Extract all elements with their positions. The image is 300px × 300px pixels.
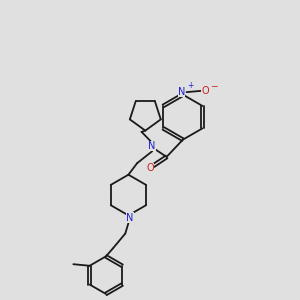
Text: N: N — [178, 87, 185, 97]
Text: O: O — [202, 86, 209, 96]
Text: N: N — [126, 213, 134, 223]
Text: O: O — [146, 163, 154, 173]
Text: −: − — [210, 81, 218, 90]
Text: N: N — [148, 141, 156, 151]
Text: +: + — [188, 81, 194, 90]
